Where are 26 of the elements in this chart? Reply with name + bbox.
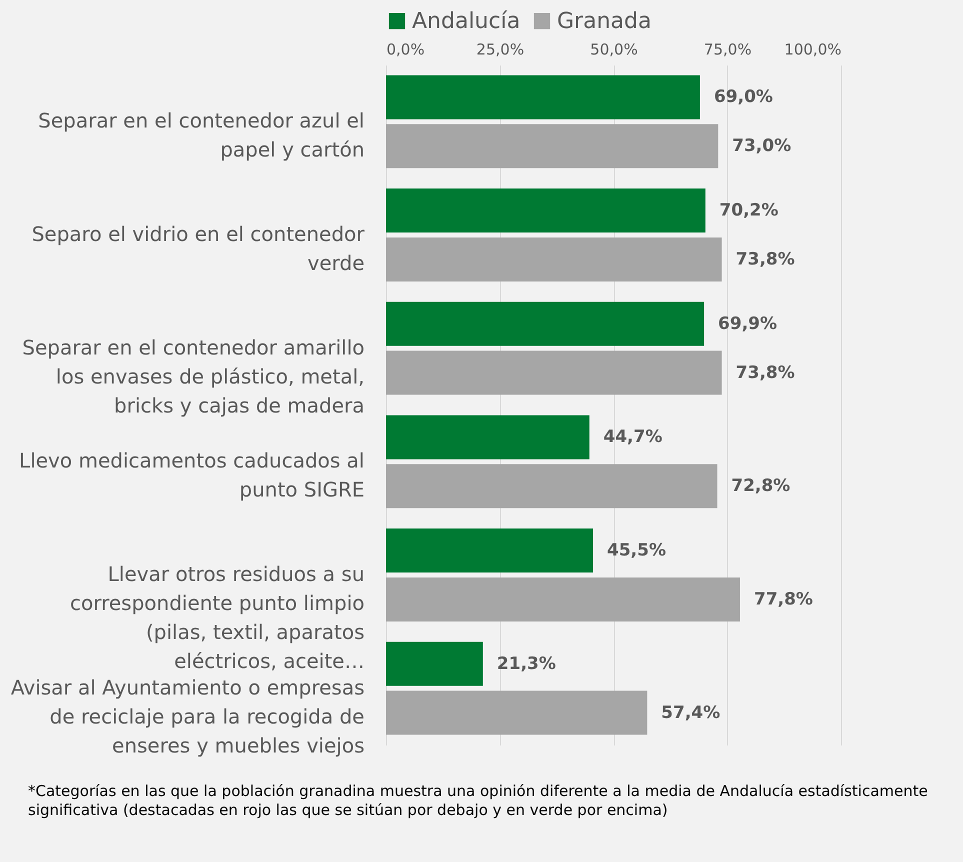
data-label: 21,3% [496,654,556,674]
data-label: 45,5% [607,540,666,561]
data-label: 69,9% [718,314,778,334]
y-tick-label: Llevar otros residuos a su correspondiente punto limpio (pilas, textil, aparatos eléctricos, aceite… [70,562,364,673]
y-tick-label: Separo el vidrio en el contenedor verde [32,222,366,275]
data-label: 77,8% [754,589,813,610]
y-tick-label: Separar en el contenedor amarillo los envases de plástico, metal, bricks y cajas de madera [22,335,364,418]
data-label: 69,0% [714,87,773,108]
x-tick-label: 0,0% [386,40,425,58]
text: *Categorías en las que la población granadina muestra una opinión diferente a la media de Andalucía estadísticamente significativa (destacadas en rojo las que se sitúan por debajo y en verde por encima) [28,782,928,820]
x-tick-label: 75,0% [704,40,752,58]
x-tick-label: 50,0% [590,40,638,58]
y-tick-label: Avisar al Ayuntamiento o empresas de reciclaje para la recogida de enseres y muebles viejos [10,675,364,758]
data-label: 70,2% [719,200,778,221]
data-label: 44,7% [603,427,662,448]
data-label: 72,8% [731,476,790,496]
x-tick-label: 25,0% [476,40,524,58]
data-label: 73,8% [736,249,795,270]
data-label: 57,4% [661,702,720,723]
legend-label: Granada [557,9,652,34]
y-tick-label: Llevo medicamentos caducados al punto SIGRE [19,448,364,502]
legend-label: Andalucía [412,9,520,34]
y-tick-label: Separar en el contenedor azul el papel y cartón [38,108,364,162]
data-label: 73,8% [736,362,795,383]
x-tick-label: 100,0% [784,40,842,58]
data-label: 73,0% [732,136,792,156]
